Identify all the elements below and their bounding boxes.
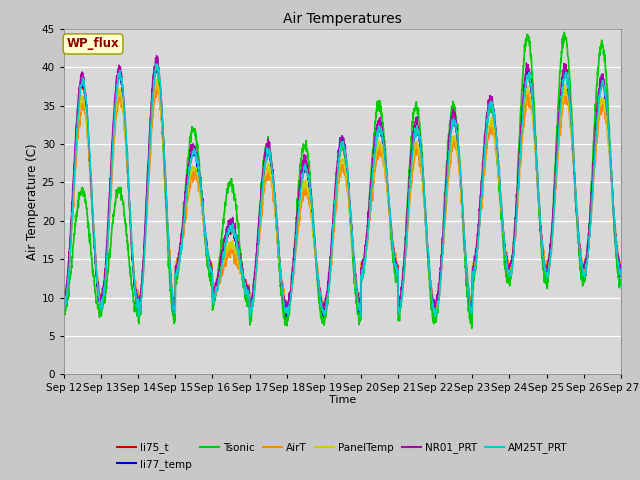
PanelTemp <box>60 291 68 297</box>
Title: Air Temperatures: Air Temperatures <box>283 12 402 26</box>
AirT <box>568 147 576 153</box>
li77_temp <box>584 250 591 256</box>
AM25T_PRT <box>60 300 68 306</box>
Tsonic <box>584 242 591 248</box>
li75_t <box>568 131 576 137</box>
AirT <box>136 309 143 314</box>
NR01_PRT <box>505 265 513 271</box>
Tsonic <box>617 278 625 284</box>
AM25T_PRT <box>216 275 223 281</box>
PanelTemp <box>568 143 576 148</box>
Tsonic <box>371 130 378 135</box>
li75_t <box>505 273 513 279</box>
Tsonic <box>216 259 223 265</box>
NR01_PRT <box>359 257 367 263</box>
AirT <box>505 264 513 270</box>
PanelTemp <box>468 307 476 313</box>
AM25T_PRT <box>356 314 364 320</box>
PanelTemp <box>371 160 379 166</box>
PanelTemp <box>584 246 591 252</box>
NR01_PRT <box>617 267 625 273</box>
li75_t <box>617 270 625 276</box>
AM25T_PRT <box>568 124 576 130</box>
NR01_PRT <box>134 309 142 315</box>
Line: Tsonic: Tsonic <box>64 32 621 328</box>
li77_temp <box>568 138 576 144</box>
NR01_PRT <box>584 240 591 246</box>
li75_t <box>584 252 591 258</box>
PanelTemp <box>216 275 223 280</box>
NR01_PRT <box>153 53 161 59</box>
li77_temp <box>60 305 68 311</box>
Line: PanelTemp: PanelTemp <box>64 79 621 310</box>
PanelTemp <box>359 262 367 267</box>
li77_temp <box>617 272 625 278</box>
li77_temp <box>216 273 223 279</box>
Line: li75_t: li75_t <box>64 64 621 318</box>
li75_t <box>359 269 367 275</box>
AirT <box>216 276 223 282</box>
Text: WP_flux: WP_flux <box>67 37 120 50</box>
li77_temp <box>153 58 161 64</box>
li75_t <box>216 270 223 276</box>
AirT <box>617 266 625 272</box>
AM25T_PRT <box>617 267 625 273</box>
AirT <box>154 81 162 86</box>
NR01_PRT <box>216 261 223 267</box>
AirT <box>359 268 367 274</box>
PanelTemp <box>505 266 513 272</box>
PanelTemp <box>152 76 160 82</box>
AM25T_PRT <box>584 252 591 258</box>
Tsonic <box>468 325 476 331</box>
AM25T_PRT <box>371 147 379 153</box>
Tsonic <box>568 120 576 125</box>
X-axis label: Time: Time <box>329 395 356 405</box>
AirT <box>584 252 591 258</box>
NR01_PRT <box>60 296 68 301</box>
li75_t <box>371 148 379 154</box>
Line: AirT: AirT <box>64 84 621 312</box>
Y-axis label: Air Temperature (C): Air Temperature (C) <box>26 144 39 260</box>
li75_t <box>357 315 365 321</box>
li75_t <box>60 301 68 307</box>
Legend: li75_t, li77_temp, Tsonic, AirT, PanelTemp, NR01_PRT, AM25T_PRT: li75_t, li77_temp, Tsonic, AirT, PanelTe… <box>113 438 572 474</box>
li77_temp <box>505 272 513 277</box>
Line: AM25T_PRT: AM25T_PRT <box>64 64 621 317</box>
AirT <box>371 169 379 175</box>
Tsonic <box>504 280 512 286</box>
li77_temp <box>371 145 379 151</box>
AirT <box>60 292 68 298</box>
AM25T_PRT <box>152 61 159 67</box>
li77_temp <box>246 315 253 321</box>
Tsonic <box>60 310 68 316</box>
NR01_PRT <box>371 134 379 140</box>
Tsonic <box>561 29 568 35</box>
PanelTemp <box>617 261 625 267</box>
Line: li77_temp: li77_temp <box>64 61 621 318</box>
Line: NR01_PRT: NR01_PRT <box>64 56 621 312</box>
Tsonic <box>358 275 366 281</box>
li77_temp <box>359 262 367 267</box>
AM25T_PRT <box>505 272 513 278</box>
AM25T_PRT <box>359 271 367 276</box>
li75_t <box>153 61 161 67</box>
NR01_PRT <box>568 128 576 133</box>
